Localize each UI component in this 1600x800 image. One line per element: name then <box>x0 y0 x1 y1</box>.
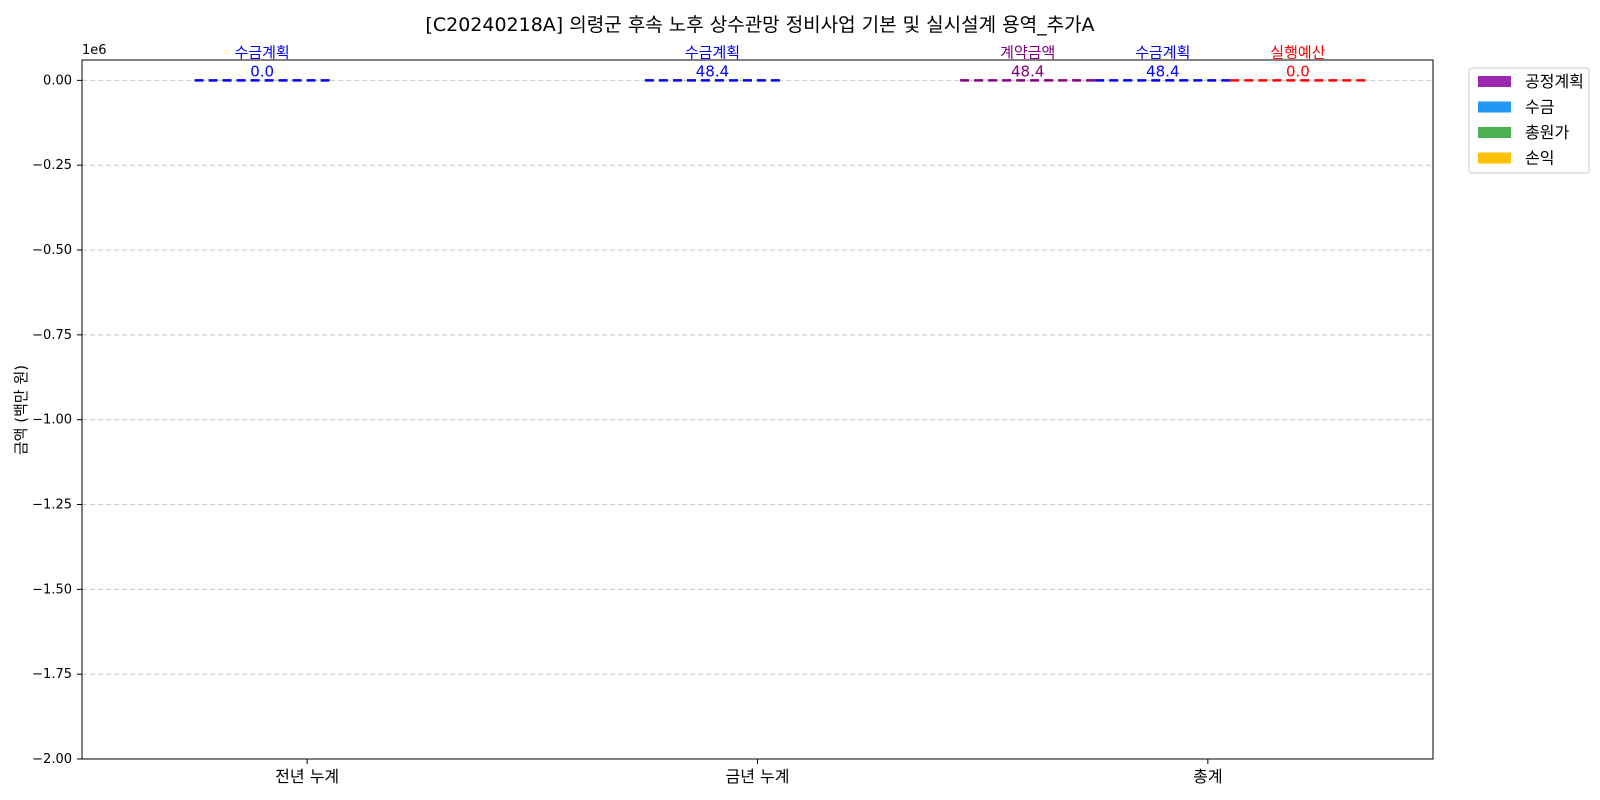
reference-line-value: 48.4 <box>1011 62 1044 80</box>
x-tick-label: 총계 <box>1193 767 1222 786</box>
legend-label: 총원가 <box>1525 123 1569 142</box>
legend-swatch <box>1478 76 1511 87</box>
y-tick-label: −1.50 <box>32 582 72 597</box>
legend-swatch <box>1478 152 1511 164</box>
gridlines <box>82 79 1433 760</box>
reference-line-label: 실행예산 <box>1270 43 1325 61</box>
y-tick-label: −0.75 <box>32 328 72 343</box>
chart-title: [C20240218A] 의령군 후속 노후 상수관망 정비사업 기본 및 실시… <box>425 14 1094 36</box>
legend-label: 손익 <box>1525 149 1554 168</box>
y-tick-label: 0.00 <box>43 73 72 88</box>
reference-line-value: 48.4 <box>1146 62 1179 80</box>
reference-line-label: 계약금액 <box>1000 43 1055 61</box>
x-axis-ticks: 전년 누계 금년 누계 총계 <box>275 759 1223 786</box>
reference-line-label: 수금계획 <box>235 43 290 61</box>
legend-swatch <box>1478 127 1511 138</box>
y-axis-label: 금액 (백만 원) <box>12 365 30 455</box>
legend-box <box>1468 67 1590 174</box>
y-tick-label: −1.75 <box>32 667 72 682</box>
y-tick-label: −1.25 <box>32 498 72 513</box>
reference-line-label: 수금계획 <box>1135 43 1190 61</box>
y-tick-label: −0.50 <box>32 243 72 258</box>
reference-line-label: 수금계획 <box>685 43 740 61</box>
plot-frame <box>81 59 1434 760</box>
reference-line-value: 0.0 <box>1286 62 1310 80</box>
legend-swatch <box>1478 101 1511 113</box>
y-axis-ticks: 0.00 −0.25 −0.50 −0.75 −1.00 −1.25 −1.50 −1.75 −… <box>32 73 82 767</box>
x-tick-label: 금년 누계 <box>726 767 790 786</box>
y-tick-label: −2.00 <box>32 752 72 767</box>
reference-line-value: 0.0 <box>250 62 274 80</box>
y-tick-label: −1.00 <box>32 413 72 428</box>
reference-line-value: 48.4 <box>696 62 729 80</box>
x-tick-label: 전년 누계 <box>275 767 339 786</box>
legend-label: 수금 <box>1525 98 1554 117</box>
y-tick-label: −0.25 <box>32 158 72 173</box>
legend-label: 공정계획 <box>1525 72 1584 91</box>
y-offset-label: 1e6 <box>82 43 107 58</box>
